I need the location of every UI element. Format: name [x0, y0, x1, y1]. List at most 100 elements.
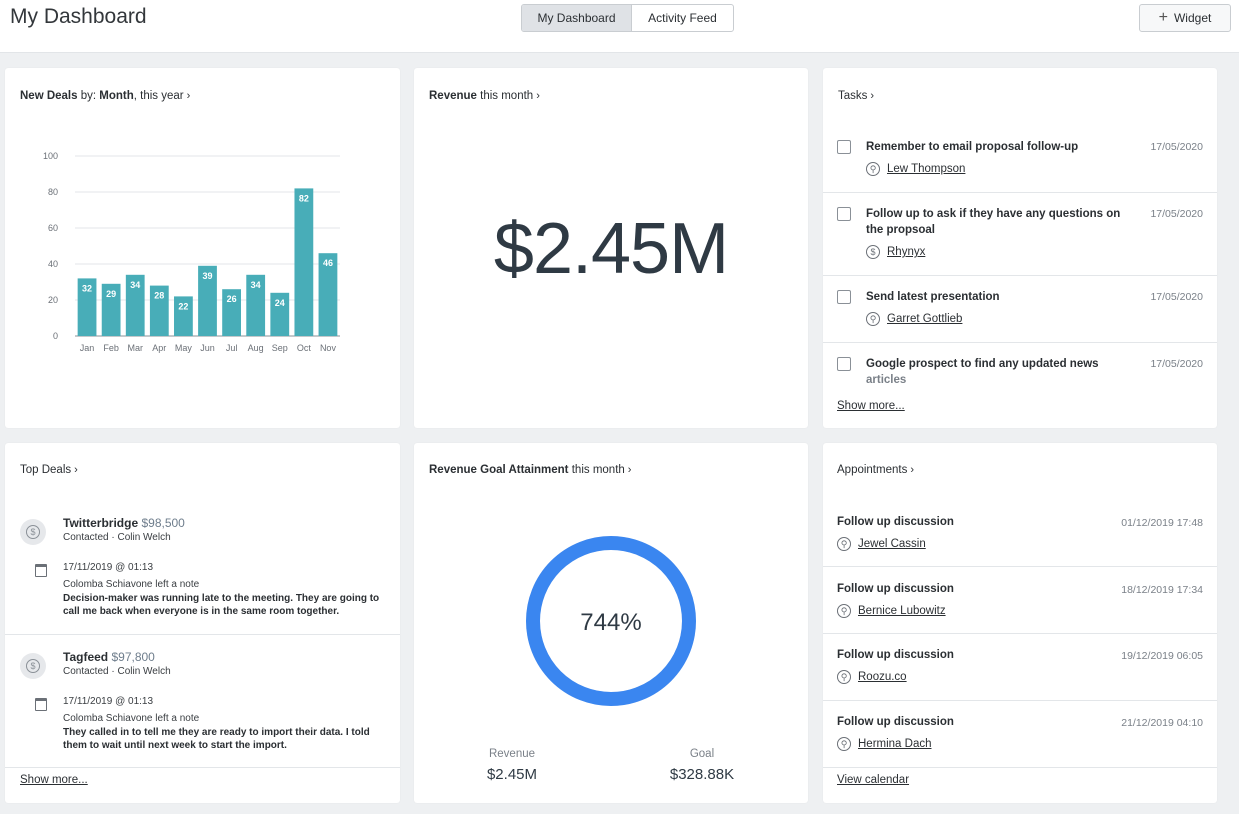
x-tick-label: Apr [152, 343, 166, 353]
top-deals-card: Top Deals › $ Twitterbridge $98,500 Conta… [5, 443, 400, 803]
bar-data-label: 46 [323, 258, 333, 268]
deal-amount: $97,800 [111, 650, 155, 664]
note-author: Colomba Schiavone left a note [63, 713, 200, 724]
dollar-icon: $ [26, 525, 40, 539]
task-contact: ⚲ Garret Gottlieb [866, 312, 962, 326]
x-tick-label: Oct [297, 343, 312, 353]
task-title[interactable]: Remember to email proposal follow-up [866, 141, 1079, 153]
appointment-contact-link[interactable]: Jewel Cassin [858, 538, 926, 550]
y-tick-label: 80 [48, 187, 58, 197]
revenue-title-main: Revenue [429, 90, 477, 102]
note-icon [35, 564, 47, 577]
view-switcher: My Dashboard Activity Feed [521, 4, 734, 32]
new-deals-title[interactable]: New Deals by: Month, this year › [20, 90, 190, 102]
divider [823, 700, 1217, 701]
chevron-right-icon: › [536, 90, 540, 102]
top-deals-show-more-link[interactable]: Show more... [20, 774, 88, 786]
deal-name[interactable]: Twitterbridge $98,500 [63, 516, 185, 530]
deal-avatar: $ [20, 653, 46, 679]
task-checkbox[interactable] [837, 290, 851, 304]
revenue-title[interactable]: Revenue this month › [429, 90, 540, 102]
y-tick-label: 60 [48, 223, 58, 233]
new-deals-title-suffix: , this year [133, 90, 184, 102]
bar [149, 285, 169, 336]
note-timestamp: 17/11/2019 @ 01:13 [63, 696, 154, 707]
task-checkbox[interactable] [837, 140, 851, 154]
bar [101, 283, 121, 336]
revenue-value: $2.45M [493, 209, 729, 289]
appointment-contact-link[interactable]: Roozu.co [858, 671, 907, 683]
chevron-right-icon: › [186, 90, 191, 102]
bar [125, 274, 145, 336]
deal-name-text: Twitterbridge [63, 516, 139, 530]
bar-data-label: 26 [227, 294, 237, 304]
tasks-show-more-link[interactable]: Show more... [837, 400, 905, 412]
task-date: 17/05/2020 [1150, 358, 1203, 370]
bar-data-label: 22 [178, 301, 188, 311]
view-calendar-link[interactable]: View calendar [837, 774, 910, 786]
divider [823, 566, 1217, 567]
appointment-contact-link[interactable]: Bernice Lubowitz [858, 605, 946, 617]
task-title[interactable]: Follow up to ask if they have any questi… [866, 208, 1121, 236]
deal-amount: $98,500 [141, 516, 185, 530]
note-text: They called in to tell me they are ready… [63, 727, 370, 751]
task-contact: $ Rhynyx [866, 245, 925, 259]
task-title[interactable]: Send latest presentation [866, 291, 1000, 303]
appointment-contact: ⚲ Bernice Lubowitz [837, 604, 946, 618]
goal-title[interactable]: Revenue Goal Attainment this month › [429, 464, 631, 476]
task-contact-link[interactable]: Rhynyx [887, 246, 926, 258]
task-date: 17/05/2020 [1150, 208, 1203, 220]
x-tick-label: Jan [80, 343, 95, 353]
x-tick-label: Nov [320, 343, 337, 353]
appointment-title[interactable]: Follow up discussion [837, 516, 954, 528]
revenue-card: Revenue this month › $2.45M [414, 68, 808, 428]
tab-my-dashboard[interactable]: My Dashboard [522, 5, 632, 31]
appointment-date: 19/12/2019 06:05 [1121, 650, 1203, 662]
bar [198, 265, 217, 336]
x-tick-label: Jun [200, 343, 215, 353]
appointment-contact: ⚲ Hermina Dach [837, 737, 932, 751]
divider [5, 767, 400, 768]
goal-kpi-label: Goal [689, 748, 715, 760]
goal-donut-chart: 744% [526, 536, 696, 706]
bar [222, 289, 241, 336]
y-tick-label: 20 [48, 295, 58, 305]
top-bar: My Dashboard My Dashboard Activity Feed … [0, 0, 1239, 53]
divider [823, 342, 1217, 343]
x-tick-label: Aug [248, 343, 264, 353]
appointment-title[interactable]: Follow up discussion [837, 649, 954, 661]
appointment-title[interactable]: Follow up discussion [837, 583, 954, 595]
top-deals-title[interactable]: Top Deals › [20, 464, 78, 476]
goal-title-main: Revenue Goal Attainment [429, 464, 569, 476]
bar [270, 292, 290, 336]
task-checkbox[interactable] [837, 207, 851, 221]
task-checkbox[interactable] [837, 357, 851, 371]
appointments-title-label: Appointments [837, 464, 908, 476]
person-icon: ⚲ [837, 670, 851, 684]
note-text: Decision-maker was running late to the m… [63, 593, 380, 617]
tasks-title[interactable]: Tasks › [838, 90, 874, 102]
deal-name[interactable]: Tagfeed $97,800 [63, 650, 155, 664]
tasks-card: Tasks › Remember to email proposal follow… [823, 68, 1217, 428]
top-deals-title-label: Top Deals [20, 464, 72, 476]
person-icon: ⚲ [837, 537, 851, 551]
appointment-title[interactable]: Follow up discussion [837, 716, 954, 728]
appointment-contact-link[interactable]: Hermina Dach [858, 738, 932, 750]
task-contact-link[interactable]: Lew Thompson [887, 163, 966, 175]
bar [77, 278, 97, 336]
y-tick-label: 100 [43, 151, 58, 161]
task-title[interactable]: Google prospect to find any updated news [866, 358, 1099, 370]
appointments-card: Appointments › Follow up discussion 01/12… [823, 443, 1217, 803]
bar-data-label: 34 [130, 280, 140, 290]
add-widget-button[interactable]: + Widget [1139, 4, 1231, 32]
tab-activity-feed[interactable]: Activity Feed [648, 11, 717, 25]
add-widget-label: Widget [1173, 11, 1212, 25]
bar-data-label: 24 [275, 298, 285, 308]
appointments-title[interactable]: Appointments › [837, 464, 914, 476]
bar [294, 188, 314, 336]
task-contact-link[interactable]: Garret Gottlieb [887, 313, 963, 325]
person-icon: ⚲ [866, 312, 880, 326]
chevron-right-icon: › [627, 464, 632, 476]
bar-data-label: 28 [154, 291, 164, 301]
y-tick-label: 0 [53, 331, 58, 341]
